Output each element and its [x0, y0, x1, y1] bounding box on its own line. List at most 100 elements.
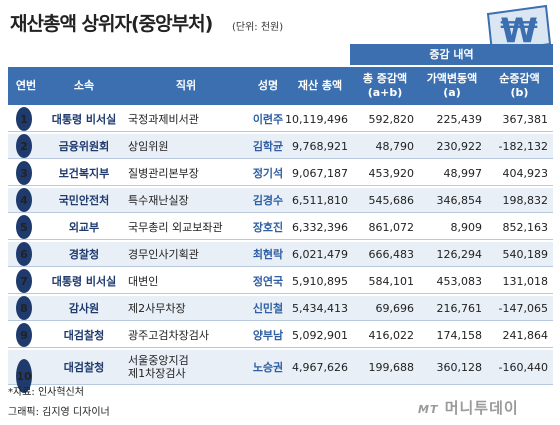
row-total: 6,332,396 [292, 220, 348, 234]
row-number: 10 [16, 359, 32, 393]
row-position: 서울중앙지검 제1차장검사 [128, 354, 189, 380]
row-position: 대변인 [128, 274, 159, 288]
header-dept: 소속 [73, 79, 95, 92]
row-price-change: 8,909 [450, 220, 483, 234]
row-price-change: 230,922 [436, 139, 483, 153]
row-position: 상임위원 [128, 139, 169, 153]
header-net-change: 순증감액 (b) [499, 72, 540, 99]
row-dept: 대검찰청 [63, 329, 105, 342]
table-row: 6 경찰청 경무인사기획관 최현락 6,021,479 666,483 126,294 540… [8, 242, 553, 267]
table-row: 7 대통령 비서실 대변인 정연국 5,910,895 584,101 453,083 131… [8, 269, 553, 294]
row-total-change: 48,790 [375, 139, 415, 153]
row-dept: 대검찰청 [63, 361, 105, 374]
row-total-change: 861,072 [368, 220, 415, 234]
row-dept: 대통령 비서실 [51, 113, 117, 126]
row-total: 9,768,921 [292, 139, 348, 153]
row-total: 6,021,479 [292, 247, 348, 261]
row-number: 7 [16, 269, 32, 293]
row-net-change: -160,440 [498, 360, 548, 374]
row-dept: 대통령 비서실 [51, 275, 117, 288]
table-row: 8 감사원 제2사무차장 신민철 5,434,413 69,696 216,761 -147,… [8, 296, 553, 321]
brand-mark: MT [418, 403, 439, 416]
header-position: 직위 [175, 79, 197, 92]
row-dept: 외교부 [68, 221, 100, 234]
graphic-credit: 그래픽: 김지영 디자이너 [8, 407, 110, 418]
header-total-change: 총 증감액 (a+b) [362, 72, 408, 99]
row-price-change: 48,997 [443, 166, 483, 180]
row-total: 6,511,810 [292, 193, 348, 207]
row-price-change: 174,158 [436, 328, 483, 342]
row-position: 국정과제비서관 [128, 112, 199, 126]
row-name: 김학균 [252, 140, 284, 153]
row-total: 4,967,626 [292, 360, 348, 374]
row-total: 10,119,496 [285, 112, 348, 126]
row-number: 5 [16, 215, 32, 239]
header-name: 성명 [257, 79, 279, 92]
row-net-change: 131,018 [502, 274, 549, 288]
brand-logo: MT 머니투데이 [418, 397, 519, 418]
row-net-change: 852,163 [502, 220, 549, 234]
table-row: 10 대검찰청 서울중앙지검 제1차장검사 노승권 4,967,626 199,688 36… [8, 350, 553, 393]
source-note: *자료: 인사혁신처 [8, 387, 84, 398]
page-title: 재산총액 상위자(중앙부처) [10, 13, 213, 35]
row-name: 김경수 [252, 194, 284, 207]
row-net-change: 367,381 [502, 112, 549, 126]
row-total: 5,434,413 [292, 301, 348, 315]
table-header: 연번 소속 직위 성명 재산 총액 총 증감액 (a+b) 가액변동액 (a) … [8, 67, 553, 105]
row-price-change: 360,128 [436, 360, 483, 374]
table-row: 1 대통령 비서실 국정과제비서관 이련주 10,119,496 592,820 225,4… [8, 107, 553, 132]
table-row: 4 국민안전처 특수재난실장 김경수 6,511,810 545,686 346,854 19… [8, 188, 553, 213]
row-total: 5,910,895 [292, 274, 348, 288]
row-number: 6 [16, 242, 32, 266]
group-header: 증감 내역 [350, 44, 553, 65]
row-number: 9 [16, 323, 32, 347]
row-total-change: 666,483 [368, 247, 415, 261]
row-net-change: 241,864 [502, 328, 549, 342]
row-number: 4 [16, 188, 32, 212]
brand-name: 머니투데이 [444, 399, 519, 417]
row-net-change: 540,189 [502, 247, 549, 261]
row-price-change: 225,439 [436, 112, 483, 126]
row-position: 광주고검차장검사 [128, 328, 209, 342]
row-total-change: 416,022 [368, 328, 415, 342]
header-no: 연번 [15, 79, 37, 92]
row-name: 최현락 [252, 248, 284, 261]
row-total-change: 199,688 [368, 360, 415, 374]
row-number: 2 [16, 134, 32, 158]
row-total: 5,092,901 [292, 328, 348, 342]
table-row: 9 대검찰청 광주고검차장검사 양부남 5,092,901 416,022 174,158 2… [8, 323, 553, 348]
row-name: 이련주 [252, 113, 284, 126]
row-position: 국무총리 외교보좌관 [128, 220, 223, 234]
row-total: 9,067,187 [292, 166, 348, 180]
row-price-change: 346,854 [436, 193, 483, 207]
row-price-change: 126,294 [436, 247, 483, 261]
row-number: 1 [16, 107, 32, 131]
row-name: 신민철 [252, 302, 284, 315]
row-name: 정기석 [252, 167, 284, 180]
table-row: 5 외교부 국무총리 외교보좌관 장호진 6,332,396 861,072 8,909 85… [8, 215, 553, 240]
row-number: 3 [16, 161, 32, 185]
row-dept: 보건복지부 [58, 167, 110, 180]
row-net-change: -147,065 [498, 301, 548, 315]
row-name: 정연국 [252, 275, 284, 288]
row-total-change: 69,696 [375, 301, 415, 315]
header-total: 재산 총액 [297, 79, 343, 92]
unit-label: (단위: 천원) [232, 22, 284, 33]
row-position: 경무인사기획관 [128, 247, 199, 261]
row-name: 노승권 [252, 361, 284, 374]
row-total-change: 545,686 [368, 193, 415, 207]
row-price-change: 216,761 [436, 301, 483, 315]
row-total-change: 453,920 [368, 166, 415, 180]
row-total-change: 584,101 [368, 274, 415, 288]
header-price-change: 가액변동액 (a) [426, 72, 478, 99]
row-dept: 금융위원회 [58, 140, 110, 153]
row-name: 장호진 [252, 221, 284, 234]
row-name: 양부남 [252, 329, 284, 342]
row-number: 8 [16, 296, 32, 320]
table-row: 3 보건복지부 질병관리본부장 정기석 9,067,187 453,920 48,997 40… [8, 161, 553, 186]
row-net-change: 404,923 [502, 166, 549, 180]
row-net-change: -182,132 [498, 139, 548, 153]
row-dept: 감사원 [68, 302, 100, 315]
row-total-change: 592,820 [368, 112, 415, 126]
row-net-change: 198,832 [502, 193, 549, 207]
